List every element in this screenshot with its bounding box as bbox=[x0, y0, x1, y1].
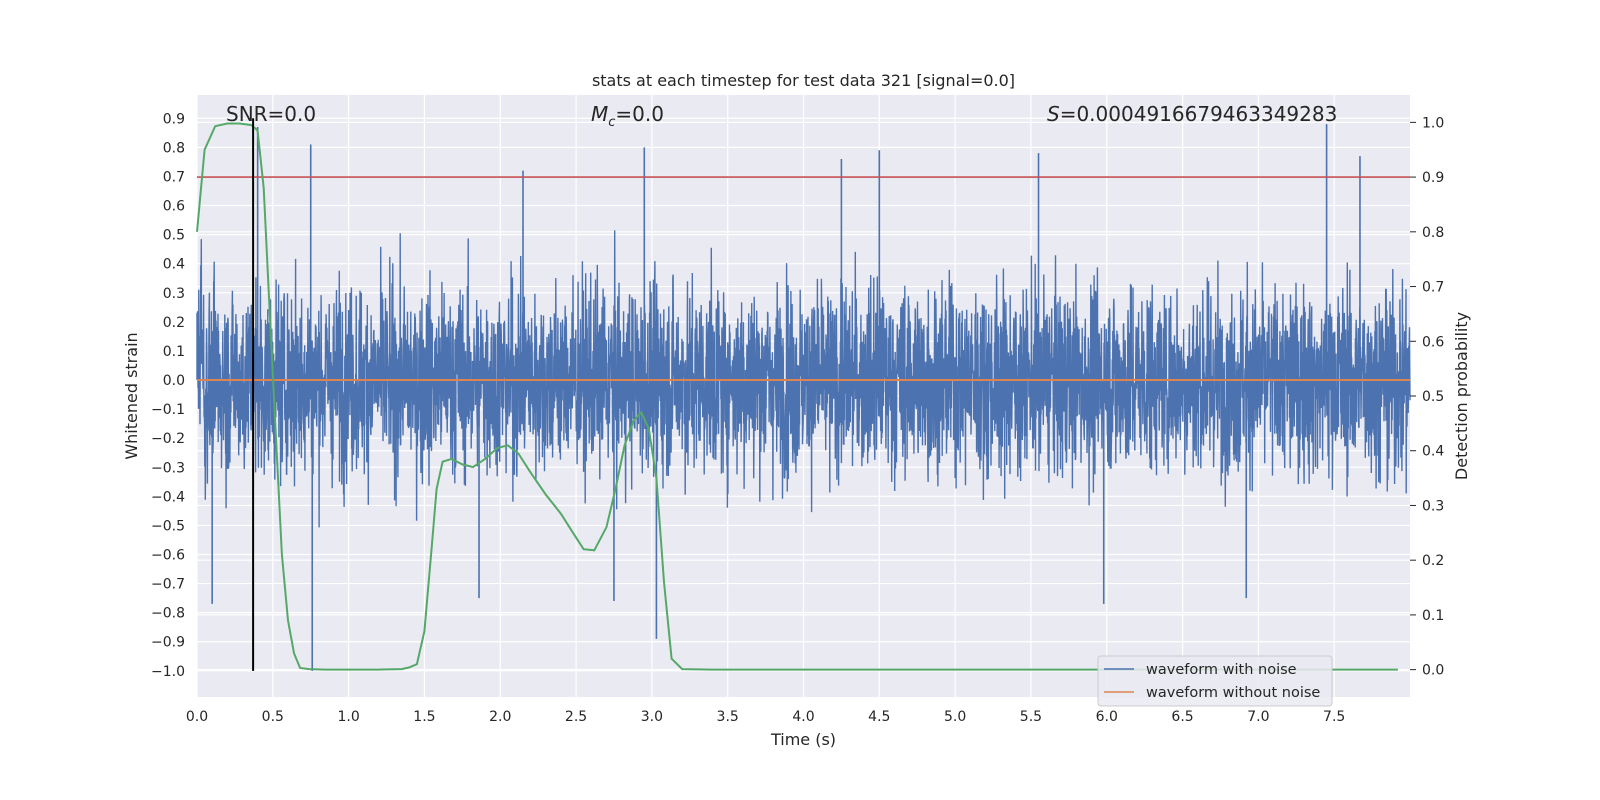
series-detection-probability bbox=[196, 122, 1398, 671]
y-left-tick-label: 0.2 bbox=[163, 315, 185, 331]
y-left-tick-label: 0.5 bbox=[163, 228, 185, 244]
series-waveform-with-noise bbox=[196, 230, 1411, 528]
mc-subscript: c bbox=[608, 115, 615, 130]
noise-series bbox=[196, 124, 1411, 671]
x-tick-label: 3.5 bbox=[717, 709, 739, 725]
legend-box bbox=[1097, 655, 1333, 707]
x-tick-label: 5.5 bbox=[1020, 709, 1042, 725]
y-left-tick-label: −0.4 bbox=[151, 489, 185, 505]
s-symbol: S bbox=[1047, 102, 1060, 126]
axis-ticks: 0.0 0.5 1.0 1.5 2.0 2.5 3.0 3.5 4.0 4.5 5.0 5.5 6.0 6… bbox=[151, 111, 1444, 725]
annotation-snr: SNR=0.0 bbox=[226, 102, 316, 126]
y-left-tick-label: −1.0 bbox=[151, 664, 185, 680]
x-tick-label: 0.5 bbox=[262, 709, 284, 725]
x-tick-label: 7.0 bbox=[1247, 709, 1269, 725]
legend: waveform with noise waveform without noi… bbox=[1097, 655, 1333, 707]
legend-entry-waveform-with-noise: waveform with noise bbox=[1146, 662, 1297, 678]
y-left-tick-label: 0.9 bbox=[163, 111, 185, 127]
y-right-tick-label: 0.4 bbox=[1422, 444, 1444, 460]
x-tick-label: 5.0 bbox=[944, 709, 966, 725]
y-right-tick-label: 0.1 bbox=[1422, 608, 1444, 624]
y-left-tick-label: −0.5 bbox=[151, 518, 185, 534]
y-left-tick-label: 0.4 bbox=[163, 257, 185, 273]
x-tick-label: 2.0 bbox=[489, 709, 511, 725]
x-tick-label: 2.5 bbox=[565, 709, 587, 725]
y-left-tick-label: −0.8 bbox=[151, 606, 185, 622]
y-right-tick-label: 0.6 bbox=[1422, 334, 1444, 350]
y-left-tick-label: 0.0 bbox=[163, 373, 185, 389]
y-left-tick-label: 0.3 bbox=[163, 286, 185, 302]
x-tick-label: 4.0 bbox=[792, 709, 814, 725]
y-left-tick-label: −0.2 bbox=[151, 431, 185, 447]
x-tick-label: 4.5 bbox=[868, 709, 890, 725]
y-left-tick-label: 0.8 bbox=[163, 140, 185, 156]
x-tick-label: 6.0 bbox=[1096, 709, 1118, 725]
line-series bbox=[196, 118, 1410, 671]
x-tick-label: 3.0 bbox=[641, 709, 663, 725]
mc-symbol: M bbox=[591, 102, 608, 126]
x-tick-label: 6.5 bbox=[1171, 709, 1193, 725]
x-tick-label: 7.5 bbox=[1323, 709, 1345, 725]
y-right-tick-label: 0.3 bbox=[1422, 498, 1444, 514]
y-left-tick-label: 0.7 bbox=[163, 169, 185, 185]
mc-value: =0.0 bbox=[615, 102, 664, 126]
y-axis-left-label: Whitened strain bbox=[122, 332, 141, 459]
y-left-tick-label: −0.7 bbox=[151, 577, 185, 593]
y-right-tick-label: 1.0 bbox=[1422, 115, 1444, 131]
y-right-tick-label: 0.0 bbox=[1422, 663, 1444, 679]
y-left-tick-label: −0.9 bbox=[151, 635, 185, 651]
y-left-tick-label: 0.1 bbox=[163, 344, 185, 360]
x-tick-label: 0.0 bbox=[186, 709, 208, 725]
y-left-tick-label: −0.3 bbox=[151, 460, 185, 476]
y-right-tick-label: 0.9 bbox=[1422, 170, 1444, 186]
y-right-tick-label: 0.8 bbox=[1422, 225, 1444, 241]
y-left-tick-label: −0.6 bbox=[151, 547, 185, 563]
y-right-tick-label: 0.5 bbox=[1422, 389, 1444, 405]
y-axis-right-label: Detection probability bbox=[1452, 312, 1471, 480]
annotation-score: S=0.0004916679463349283 bbox=[1047, 102, 1337, 126]
y-right-tick-label: 0.7 bbox=[1422, 280, 1444, 296]
x-tick-label: 1.0 bbox=[337, 709, 359, 725]
x-axis-label: Time (s) bbox=[770, 730, 836, 749]
chart-title: stats at each timestep for test data 321… bbox=[592, 71, 1015, 90]
x-tick-label: 1.5 bbox=[413, 709, 435, 725]
annotation-chirp-mass: Mc=0.0 bbox=[591, 102, 664, 130]
y-left-tick-label: 0.6 bbox=[163, 199, 185, 215]
legend-entry-waveform-without-noise: waveform without noise bbox=[1146, 685, 1320, 701]
y-left-tick-label: −0.1 bbox=[151, 402, 185, 418]
y-right-tick-label: 0.2 bbox=[1422, 553, 1444, 569]
s-value: =0.0004916679463349283 bbox=[1060, 102, 1338, 126]
